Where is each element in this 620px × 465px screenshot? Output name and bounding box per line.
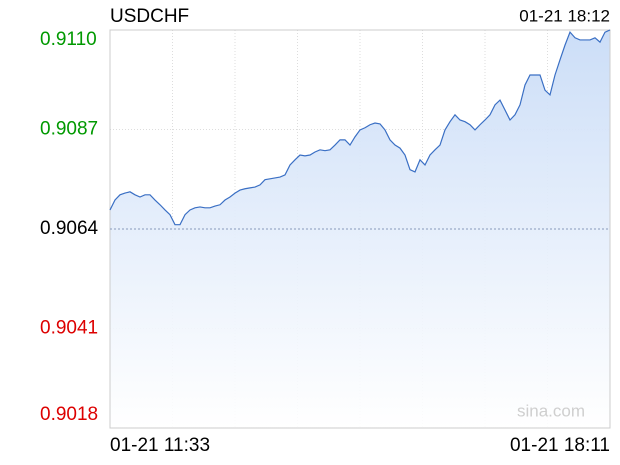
y-tick-label: 0.9018	[40, 404, 98, 425]
y-tick-label: 0.9110	[40, 29, 97, 50]
x-tick-label: 01-21 11:33	[110, 435, 210, 456]
chart-title: USDCHF	[110, 6, 189, 27]
y-tick-label: 0.9041	[40, 318, 98, 339]
watermark: sina.com	[517, 401, 585, 420]
y-tick-label: 0.9087	[40, 119, 98, 140]
price-line	[109, 29, 611, 226]
x-tick-label: 01-21 18:11	[510, 435, 610, 456]
y-tick-label: 0.9064	[40, 218, 99, 239]
update-time: 01-21 18:12	[519, 6, 610, 25]
